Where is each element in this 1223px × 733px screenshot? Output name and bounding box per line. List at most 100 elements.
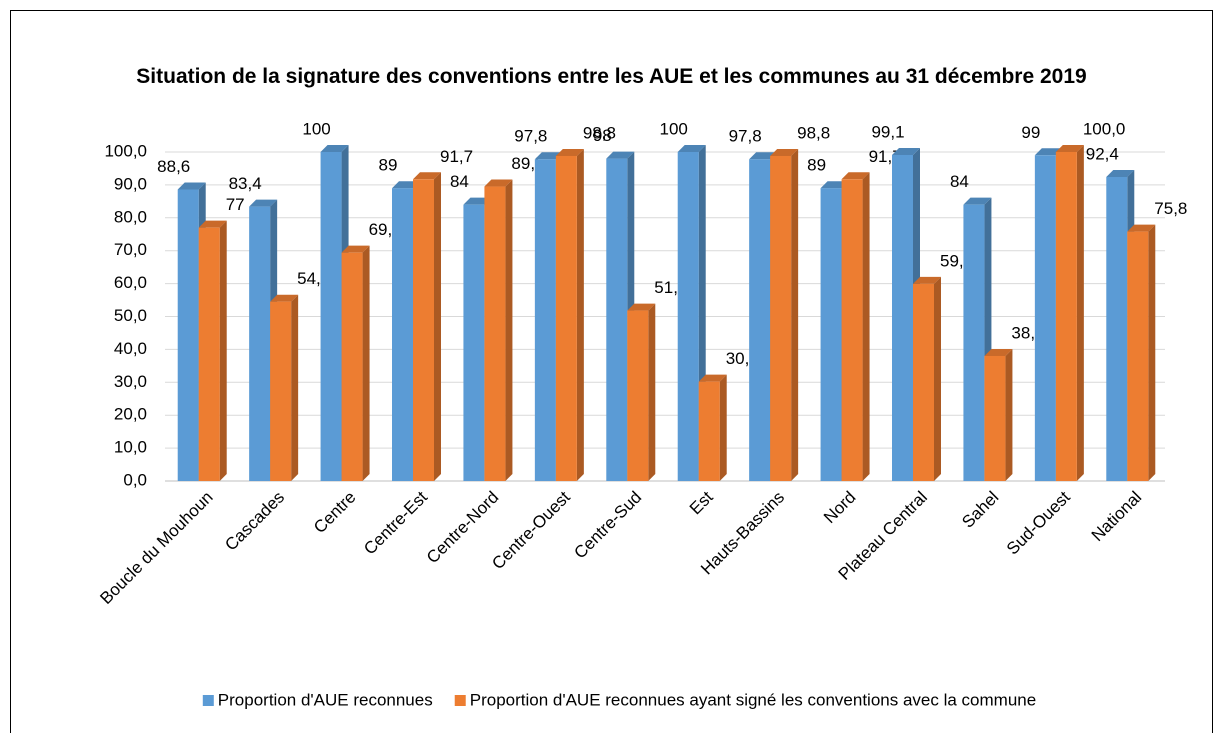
bar-side xyxy=(648,303,656,481)
data-label: 77 xyxy=(226,195,245,214)
data-label: 84 xyxy=(450,172,469,191)
legend-label: Proportion d'AUE reconnues ayant signé l… xyxy=(470,690,1036,709)
legend-swatch xyxy=(202,695,214,706)
bar xyxy=(820,188,842,481)
data-label: 92,4 xyxy=(1086,144,1119,163)
y-tick-label: 10,0 xyxy=(114,438,147,457)
bar xyxy=(413,179,434,481)
y-tick-label: 50,0 xyxy=(114,306,147,325)
bar-side xyxy=(219,220,227,482)
bar-side xyxy=(1005,348,1013,481)
x-tick-label: Centre-Nord xyxy=(423,488,503,568)
x-tick-label: Sud-Ouest xyxy=(1003,487,1074,558)
bar xyxy=(1034,155,1056,482)
data-label: 83,4 xyxy=(229,174,262,193)
bar xyxy=(463,204,485,481)
legend-swatch xyxy=(454,695,466,706)
y-tick-label: 30,0 xyxy=(114,372,147,391)
data-label: 89 xyxy=(807,156,826,175)
data-label: 100 xyxy=(302,119,330,138)
bar-side xyxy=(291,294,299,481)
bar-side xyxy=(934,276,941,481)
x-tick-label: Sahel xyxy=(958,488,1002,532)
bar-top xyxy=(627,303,656,311)
bar-top xyxy=(198,220,227,228)
x-tick-label: Nord xyxy=(820,488,859,527)
bar-top xyxy=(963,197,992,205)
bar-side xyxy=(1148,224,1156,482)
bar-top xyxy=(177,182,206,190)
y-tick-label: 0,0 xyxy=(123,470,147,489)
bar-top xyxy=(249,199,278,207)
x-tick-label: Est xyxy=(686,487,717,518)
bar xyxy=(698,381,720,481)
bar xyxy=(249,206,271,481)
data-label: 97,8 xyxy=(514,127,547,146)
data-label: 99 xyxy=(1021,123,1040,142)
data-label: 98,8 xyxy=(797,123,830,142)
x-tick-label: Centre-Sud xyxy=(570,488,645,563)
bar-top xyxy=(1055,145,1084,152)
bar xyxy=(963,204,985,481)
bar-side xyxy=(719,374,727,481)
x-tick-label: Centre xyxy=(310,488,360,538)
legend-label: Proportion d'AUE reconnues xyxy=(218,690,433,709)
bar xyxy=(841,179,863,481)
data-label: 91,7 xyxy=(440,147,473,166)
bar-top xyxy=(270,294,299,302)
bar xyxy=(177,189,199,482)
bar xyxy=(984,355,1006,481)
bar xyxy=(606,158,628,481)
bar xyxy=(341,252,363,481)
bar xyxy=(892,154,913,481)
bar-top xyxy=(841,172,870,180)
bar-side xyxy=(434,172,441,481)
bar-top xyxy=(606,151,635,159)
bar xyxy=(677,152,699,481)
data-label: 84 xyxy=(950,172,969,191)
x-tick-label: Centre-Est xyxy=(360,487,431,558)
data-label: 98 xyxy=(593,126,612,145)
legend: Proportion d'AUE reconnues Proportion d'A… xyxy=(202,690,1036,709)
x-tick-label: National xyxy=(1088,488,1146,546)
y-tick-label: 70,0 xyxy=(114,240,147,259)
data-label: 75,8 xyxy=(1154,199,1187,218)
bar xyxy=(270,301,292,481)
bar xyxy=(534,159,556,481)
bar-side xyxy=(862,172,870,481)
bar-side xyxy=(1076,145,1084,481)
bar-side xyxy=(505,179,513,482)
bar-side xyxy=(791,148,799,481)
y-tick-label: 100,0 xyxy=(104,141,147,160)
bar xyxy=(320,152,342,481)
bar-top xyxy=(555,148,584,156)
bar xyxy=(392,188,413,481)
bar-top xyxy=(1106,170,1135,178)
bar-top xyxy=(770,148,799,156)
data-label: 97,8 xyxy=(729,127,762,146)
chart-title: Situation de la signature des convention… xyxy=(136,65,1087,88)
bar-top xyxy=(413,172,441,180)
bar-top xyxy=(484,179,513,187)
bar xyxy=(555,155,577,481)
y-tick-label: 20,0 xyxy=(114,405,147,424)
bar xyxy=(1055,152,1077,481)
bar xyxy=(627,310,649,481)
bar-top xyxy=(1127,224,1156,232)
bar xyxy=(198,227,220,481)
bar xyxy=(484,186,506,482)
bar-top xyxy=(698,374,727,382)
data-label: 88,6 xyxy=(157,157,190,176)
bar xyxy=(749,159,771,481)
y-tick-label: 40,0 xyxy=(114,339,147,358)
bar-side xyxy=(576,148,584,481)
bar-top xyxy=(892,147,920,155)
data-label: 99,1 xyxy=(871,122,904,141)
bar-side xyxy=(362,245,370,481)
data-label: 98,8 xyxy=(583,123,616,142)
bar-top xyxy=(320,145,349,152)
bar xyxy=(1106,177,1128,481)
y-tick-label: 90,0 xyxy=(114,174,147,193)
bar-top xyxy=(913,276,941,284)
